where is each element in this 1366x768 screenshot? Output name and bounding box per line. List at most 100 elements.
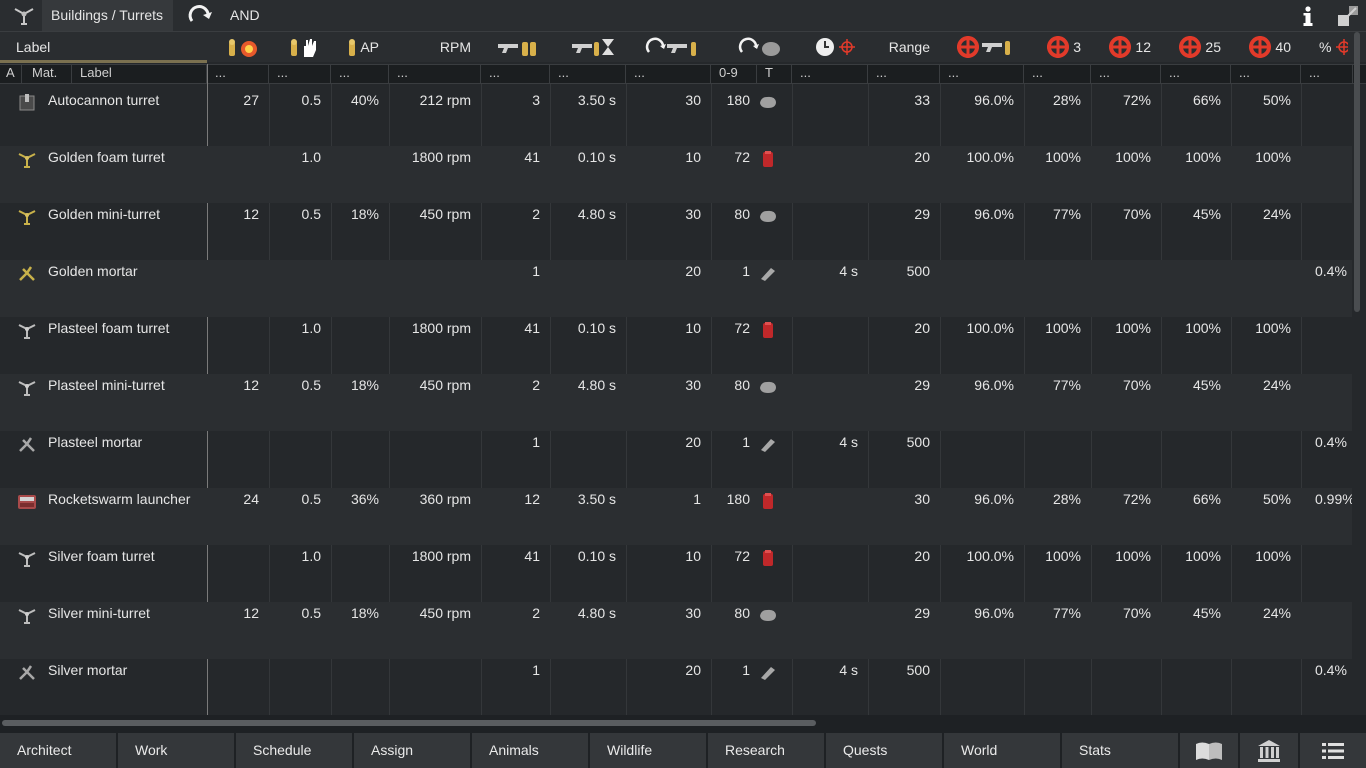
column-header-accuracy-25[interactable]: 25 bbox=[1161, 32, 1231, 62]
turret-icon bbox=[17, 664, 37, 682]
row-label[interactable]: Golden mortar bbox=[48, 263, 138, 279]
tab-architect[interactable]: Architect bbox=[0, 733, 118, 768]
column-header-armor-penetration[interactable]: AP bbox=[331, 32, 389, 62]
column-header-accuracy-12[interactable]: 12 bbox=[1091, 32, 1161, 62]
column-header-accuracy-3[interactable]: 3 bbox=[1024, 32, 1091, 62]
tab-assign[interactable]: Assign bbox=[354, 733, 472, 768]
column-header-label[interactable]: Label bbox=[16, 39, 51, 55]
filter-rpm[interactable]: ... bbox=[389, 65, 481, 83]
cell-time bbox=[792, 89, 868, 111]
minimize-icon[interactable] bbox=[1336, 4, 1360, 28]
tab-research[interactable]: Research bbox=[708, 733, 826, 768]
cell-acc bbox=[940, 431, 1024, 453]
filter-accuracy-40[interactable]: ... bbox=[1231, 65, 1301, 83]
column-header-warmup[interactable] bbox=[550, 32, 626, 62]
table-row[interactable]: Plasteel mini-turret 12 0.5 18% 450 rpm 2 4.80… bbox=[0, 374, 1352, 431]
tab-world[interactable]: World bbox=[944, 733, 1062, 768]
filter-projectile-range[interactable]: 0-9 bbox=[711, 65, 757, 83]
column-header-cooldown[interactable] bbox=[626, 32, 711, 62]
tab-animals[interactable]: Animals bbox=[472, 733, 590, 768]
cell-projectile: 80 bbox=[734, 605, 750, 621]
filter-stopping[interactable]: ... bbox=[269, 65, 331, 83]
table-row[interactable]: Autocannon turret 27 0.5 40% 212 rpm 3 3.50 s 3… bbox=[0, 89, 1352, 146]
target-icon bbox=[1179, 36, 1202, 58]
info-icon[interactable] bbox=[1296, 4, 1320, 28]
tab-quests[interactable]: Quests bbox=[826, 733, 944, 768]
filter-ap[interactable]: ... bbox=[331, 65, 389, 83]
filter-projectile-type[interactable]: T bbox=[757, 65, 792, 83]
row-label[interactable]: Plasteel foam turret bbox=[48, 320, 170, 336]
column-header-rpm[interactable]: RPM bbox=[439, 39, 471, 55]
turret-table: Label AP RPM bbox=[0, 32, 1366, 715]
filter-label[interactable]: Label bbox=[72, 65, 207, 83]
filter-accuracy-12[interactable]: ... bbox=[1091, 65, 1161, 83]
cell-a25: 66% bbox=[1192, 92, 1221, 108]
column-header-accuracy[interactable] bbox=[940, 32, 1024, 62]
cell-warm bbox=[550, 431, 626, 453]
vertical-scroll-thumb[interactable] bbox=[1354, 32, 1360, 312]
table-row[interactable]: Golden mortar 1 20 4 s 500 1 0.4% bbox=[0, 260, 1352, 317]
breadcrumb[interactable]: Buildings / Turrets bbox=[42, 0, 174, 31]
table-row[interactable]: Silver mortar 1 20 4 s 500 1 0.4% bbox=[0, 659, 1352, 715]
table-row[interactable]: Golden foam turret 1.0 1800 rpm 41 0.10 s 10 2… bbox=[0, 146, 1352, 203]
cell-percent bbox=[1301, 203, 1352, 225]
tab-history[interactable] bbox=[1240, 733, 1300, 768]
horizontal-scrollbar[interactable] bbox=[2, 718, 1354, 728]
filter-cooldown[interactable]: ... bbox=[626, 65, 711, 83]
filter-percent[interactable]: ... bbox=[1301, 65, 1353, 83]
filter-burst[interactable]: ... bbox=[481, 65, 550, 83]
row-label[interactable]: Rocketswarm launcher bbox=[48, 491, 191, 507]
row-label[interactable]: Plasteel mini-turret bbox=[48, 377, 165, 393]
filter-accuracy-3[interactable]: ... bbox=[1024, 65, 1091, 83]
row-label[interactable]: Autocannon turret bbox=[48, 92, 160, 108]
cell-cool: 10 bbox=[685, 320, 701, 336]
column-header-accuracy-40[interactable]: 40 bbox=[1231, 32, 1301, 62]
turret-icon bbox=[17, 151, 37, 169]
filter-a[interactable]: A bbox=[0, 65, 22, 83]
column-header-range[interactable]: Range bbox=[888, 39, 930, 55]
turret-icon bbox=[17, 265, 37, 283]
filter-range[interactable]: ... bbox=[868, 65, 940, 83]
horizontal-scroll-thumb[interactable] bbox=[2, 720, 816, 726]
cell-a25: 45% bbox=[1192, 377, 1221, 393]
cell-time bbox=[792, 602, 868, 624]
table-row[interactable]: Plasteel foam turret 1.0 1800 rpm 41 0.10 s 1… bbox=[0, 317, 1352, 374]
column-header-stopping-power[interactable] bbox=[269, 32, 331, 62]
row-label[interactable]: Plasteel mortar bbox=[48, 434, 143, 450]
row-label[interactable]: Silver mini-turret bbox=[48, 605, 150, 621]
column-header-percent[interactable]: % bbox=[1301, 32, 1366, 62]
row-label[interactable]: Golden foam turret bbox=[48, 149, 165, 165]
table-row[interactable]: Rocketswarm launcher 24 0.5 36% 360 rpm 12 3.5… bbox=[0, 488, 1352, 545]
row-label[interactable]: Silver mortar bbox=[48, 662, 128, 678]
row-label[interactable]: Golden mini-turret bbox=[48, 206, 161, 222]
table-row[interactable]: Golden mini-turret 12 0.5 18% 450 rpm 2 4.80 s… bbox=[0, 203, 1352, 260]
cell-time: 4 s bbox=[839, 434, 858, 450]
table-row[interactable]: Plasteel mortar 1 20 4 s 500 1 0.4% bbox=[0, 431, 1352, 488]
filter-mode-toggle[interactable]: AND bbox=[230, 7, 260, 23]
vertical-scrollbar[interactable] bbox=[1353, 32, 1361, 715]
cell-projectile: 180 bbox=[726, 92, 750, 108]
filter-warmup[interactable]: ... bbox=[550, 65, 626, 83]
row-label[interactable]: Silver foam turret bbox=[48, 548, 155, 564]
tab-stats[interactable]: Stats bbox=[1062, 733, 1180, 768]
tab-schedule[interactable]: Schedule bbox=[236, 733, 354, 768]
cell-ap bbox=[331, 260, 389, 282]
column-header-time[interactable] bbox=[792, 32, 868, 62]
filter-material[interactable]: Mat. bbox=[22, 65, 72, 83]
tab-book[interactable] bbox=[1180, 733, 1240, 768]
filter-time[interactable]: ... bbox=[792, 65, 868, 83]
filter-accuracy[interactable]: ... bbox=[940, 65, 1024, 83]
cell-a12: 100% bbox=[1115, 320, 1151, 336]
filter-damage[interactable]: ... bbox=[207, 65, 269, 83]
column-header-damage[interactable] bbox=[207, 32, 269, 62]
tab-menu[interactable] bbox=[1300, 733, 1366, 768]
filter-accuracy-25[interactable]: ... bbox=[1161, 65, 1231, 83]
column-header-burst[interactable] bbox=[481, 32, 550, 62]
table-row[interactable]: Silver mini-turret 12 0.5 18% 450 rpm 2 4.80 s… bbox=[0, 602, 1352, 659]
column-header-projectile[interactable] bbox=[711, 32, 792, 62]
tab-wildlife[interactable]: Wildlife bbox=[590, 733, 708, 768]
tab-work[interactable]: Work bbox=[118, 733, 236, 768]
cell-range: 500 bbox=[906, 662, 930, 678]
table-row[interactable]: Silver foam turret 1.0 1800 rpm 41 0.10 s 10 2… bbox=[0, 545, 1352, 602]
refresh-icon[interactable] bbox=[186, 3, 214, 29]
